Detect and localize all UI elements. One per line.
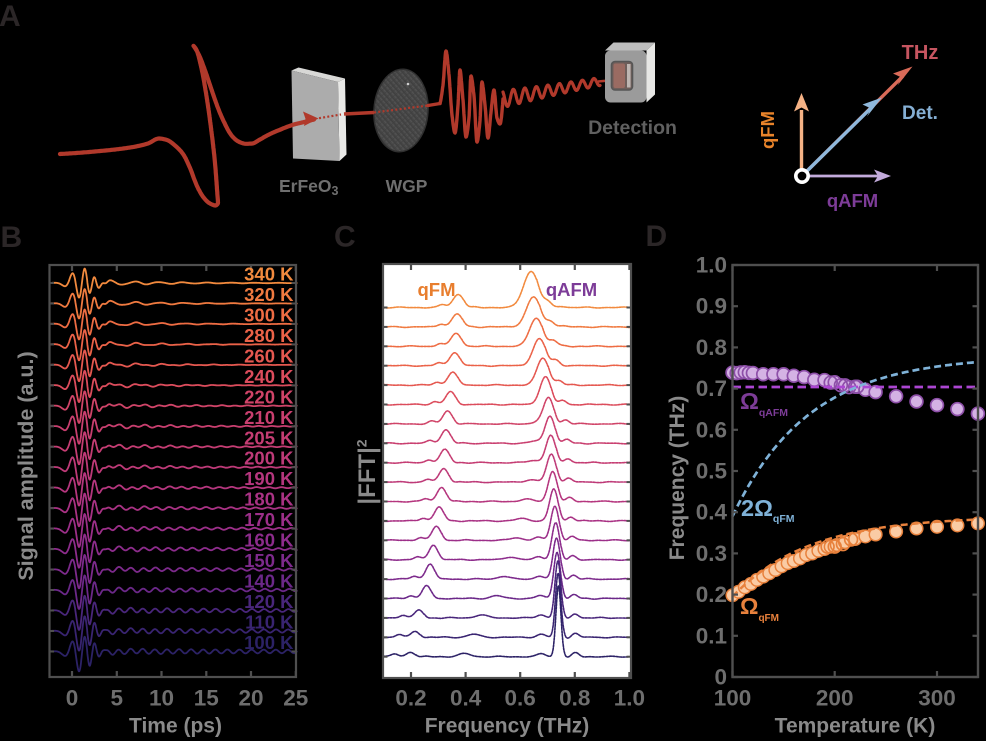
svg-text:D: D — [646, 220, 668, 253]
svg-text:THz: THz — [902, 42, 939, 64]
svg-text:ErFeO3: ErFeO3 — [279, 176, 339, 198]
svg-text:qFM: qFM — [757, 111, 778, 149]
svg-text:0.5: 0.5 — [696, 459, 727, 484]
svg-text:A: A — [0, 0, 21, 33]
svg-text:110 K: 110 K — [245, 612, 294, 633]
svg-text:qAFM: qAFM — [546, 279, 597, 300]
svg-text:0.3: 0.3 — [696, 541, 727, 566]
svg-text:1.0: 1.0 — [696, 253, 727, 278]
svg-text:220 K: 220 K — [244, 386, 294, 407]
svg-text:Time (ps): Time (ps) — [129, 715, 222, 738]
svg-text:WGP: WGP — [386, 176, 428, 196]
svg-text:0.4: 0.4 — [696, 500, 728, 525]
svg-text:0.1: 0.1 — [696, 623, 727, 648]
svg-text:Detection: Detection — [588, 117, 677, 139]
svg-text:0.8: 0.8 — [559, 686, 590, 711]
svg-text:190 K: 190 K — [244, 468, 294, 489]
svg-text:200: 200 — [816, 686, 854, 711]
svg-text:2ΩqFM: 2ΩqFM — [741, 495, 795, 525]
svg-text:300 K: 300 K — [244, 304, 294, 325]
svg-text:5: 5 — [111, 686, 124, 711]
svg-text:Det.: Det. — [902, 103, 938, 124]
svg-text:C: C — [334, 221, 356, 254]
svg-text:0.8: 0.8 — [696, 335, 727, 360]
svg-text:180 K: 180 K — [244, 489, 294, 510]
svg-text:0.9: 0.9 — [696, 294, 727, 319]
svg-text:280 K: 280 K — [244, 325, 294, 346]
svg-text:205 K: 205 K — [244, 427, 294, 448]
svg-text:200 K: 200 K — [244, 448, 294, 469]
svg-text:0.2: 0.2 — [696, 582, 727, 607]
svg-text:25: 25 — [283, 686, 308, 711]
svg-text:240 K: 240 K — [244, 366, 294, 387]
svg-text:Frequency (THz): Frequency (THz) — [425, 715, 590, 738]
svg-text:Signal amplitude (a.u.): Signal amplitude (a.u.) — [14, 351, 38, 580]
svg-text:170 K: 170 K — [244, 509, 294, 530]
svg-text:160 K: 160 K — [244, 530, 294, 551]
svg-text:qAFM: qAFM — [827, 190, 878, 211]
svg-text:0.4: 0.4 — [450, 686, 482, 711]
svg-text:100: 100 — [714, 686, 752, 711]
svg-text:0.7: 0.7 — [696, 376, 727, 401]
svg-text:|FFT|2: |FFT|2 — [354, 439, 382, 504]
svg-text:0: 0 — [714, 665, 727, 690]
svg-text:140 K: 140 K — [244, 571, 294, 592]
svg-text:210 K: 210 K — [244, 407, 294, 428]
svg-text:300: 300 — [918, 686, 956, 711]
svg-text:320 K: 320 K — [244, 284, 294, 305]
svg-text:0.6: 0.6 — [505, 686, 536, 711]
svg-text:0: 0 — [66, 686, 79, 711]
svg-text:0.6: 0.6 — [696, 417, 727, 442]
svg-text:0.2: 0.2 — [395, 686, 426, 711]
svg-text:15: 15 — [194, 686, 219, 711]
svg-text:10: 10 — [149, 686, 174, 711]
svg-text:100 K: 100 K — [244, 632, 294, 653]
svg-text:260 K: 260 K — [244, 345, 294, 366]
svg-text:120 K: 120 K — [244, 591, 294, 612]
svg-text:qFM: qFM — [417, 279, 455, 300]
svg-text:340 K: 340 K — [244, 264, 294, 285]
svg-text:B: B — [1, 221, 23, 254]
svg-text:Frequency (THz): Frequency (THz) — [666, 396, 689, 561]
svg-text:150 K: 150 K — [244, 550, 294, 571]
svg-text:1.0: 1.0 — [614, 686, 645, 711]
svg-text:20: 20 — [238, 686, 263, 711]
svg-text:Temperature (K): Temperature (K) — [775, 715, 936, 738]
